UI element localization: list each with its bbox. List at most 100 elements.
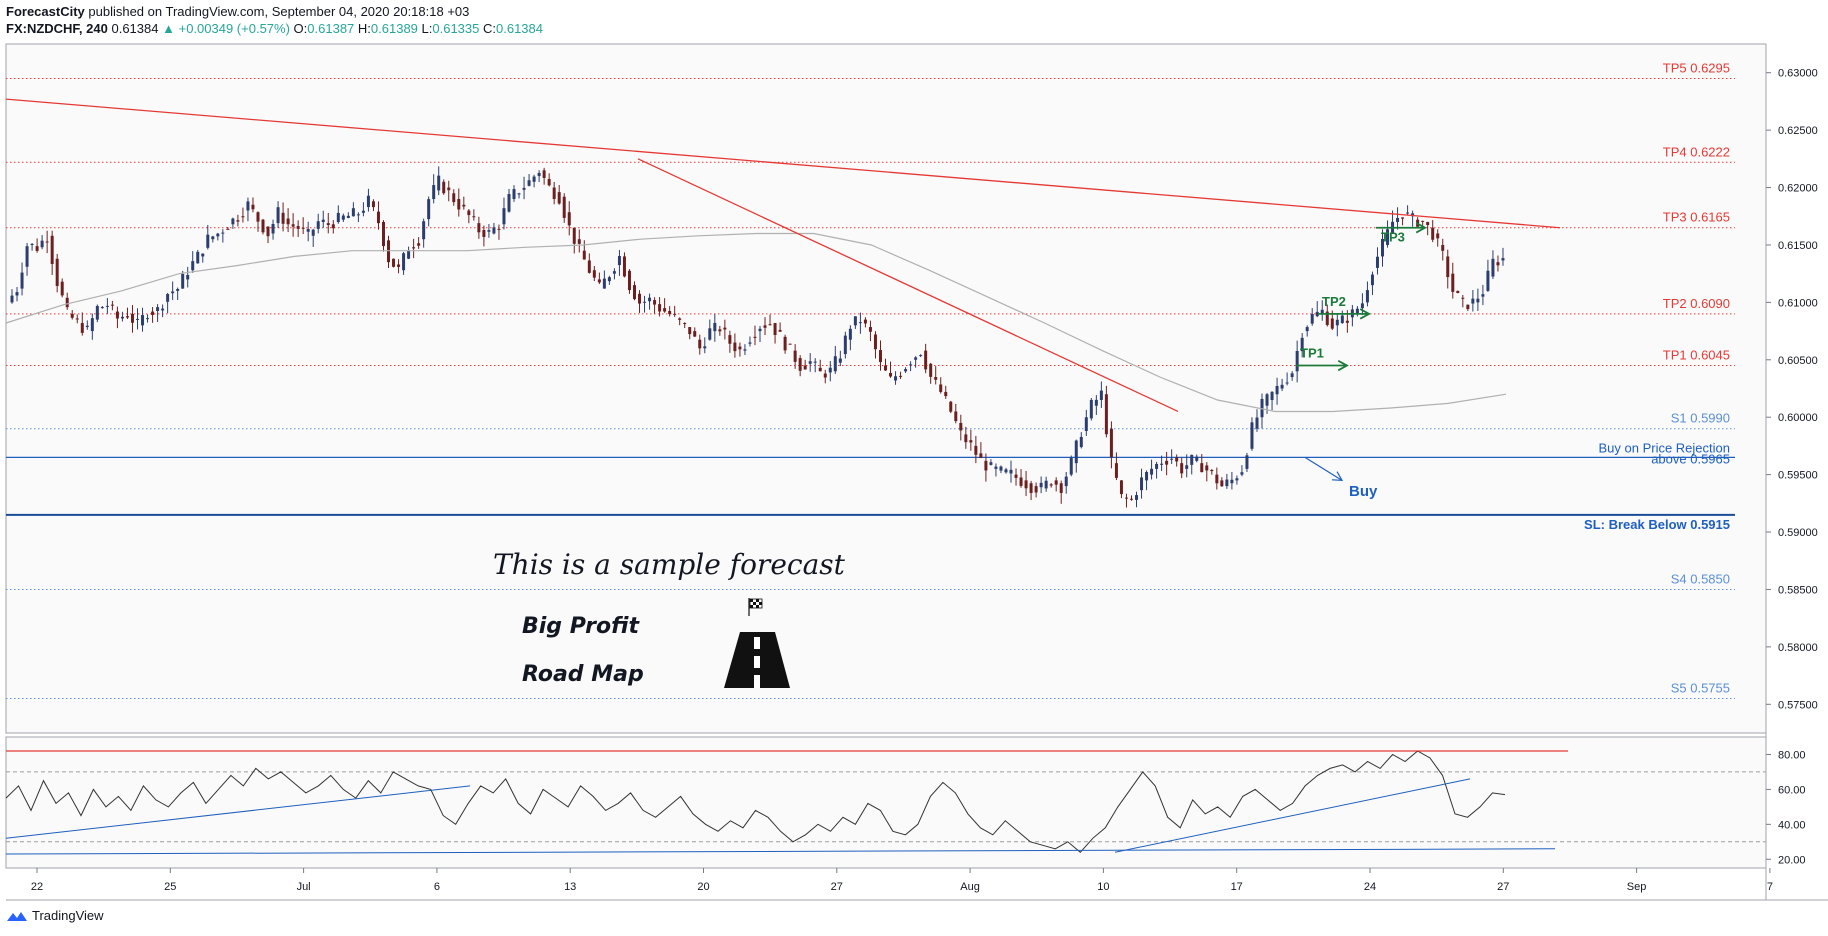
last-price: 0.61384 <box>111 21 159 36</box>
candle-body <box>1380 238 1384 257</box>
candle-body <box>728 335 732 344</box>
time-tick-label: 27 <box>1497 881 1509 893</box>
symbol-label: FX:NZDCHF, 240 <box>6 21 108 36</box>
candle-body <box>547 178 551 186</box>
candle-body <box>954 411 958 422</box>
candle-body <box>964 434 968 443</box>
candle-body <box>447 187 451 191</box>
road-icon <box>724 632 790 688</box>
rsi-pane[interactable] <box>5 736 1767 869</box>
candle-body <box>1059 483 1063 493</box>
time-tick-label: Jul <box>297 881 311 893</box>
high-value: 0.61389 <box>370 21 418 36</box>
candle-body <box>1104 394 1108 435</box>
candle-body <box>1069 457 1073 475</box>
candle-body <box>673 313 677 315</box>
candle-body <box>1064 476 1068 487</box>
candle-body <box>1446 256 1450 278</box>
time-tick-label: 22 <box>31 881 43 893</box>
time-tick-label: 24 <box>1364 881 1376 893</box>
candle-body <box>15 292 19 296</box>
tp1-annotation: TP1 <box>1300 346 1324 361</box>
candle-body <box>1039 482 1043 488</box>
tp2-arrow-head <box>1359 308 1371 320</box>
candle-body <box>467 210 471 216</box>
tp3-annotation: TP3 <box>1381 230 1405 245</box>
price-pane[interactable]: TP5 0.6295 TP4 0.6222 TP3 0.6165 TP2 0.6090… <box>5 43 1767 734</box>
candle-body <box>1135 495 1139 500</box>
candle-body <box>813 361 817 363</box>
candle-body <box>1004 469 1008 473</box>
price-change: +0.00349 (+0.57%) <box>178 21 290 36</box>
candle-body <box>1215 474 1219 484</box>
candle-body <box>1335 319 1339 326</box>
candle-body <box>20 272 24 289</box>
candle-body <box>718 329 722 332</box>
candle-body <box>291 224 295 227</box>
candle-body <box>994 466 998 469</box>
candle-body <box>35 246 39 251</box>
flag-square <box>756 599 759 602</box>
candle-body <box>1426 221 1430 226</box>
price-tick-label: 0.63000 <box>1778 68 1818 80</box>
candle-body <box>592 270 596 278</box>
candle-body <box>984 460 988 471</box>
candle-body <box>1270 391 1274 400</box>
candle-body <box>557 192 561 204</box>
candle-body <box>863 319 867 324</box>
candle-body <box>512 189 516 200</box>
price-tick-label: 0.60000 <box>1778 412 1818 424</box>
price-tick-label: 0.59000 <box>1778 527 1818 539</box>
candle-body <box>1476 298 1480 303</box>
rsi-pane-bg <box>5 736 1767 869</box>
candle-body <box>1074 440 1078 464</box>
tp3-arrow-head <box>1415 222 1427 234</box>
level-label: TP3 0.6165 <box>1663 210 1730 225</box>
candle-body <box>638 293 642 304</box>
candle-body <box>894 376 898 381</box>
footer-brand[interactable]: TradingView <box>6 908 104 923</box>
publisher-name[interactable]: ForecastCity <box>6 4 85 19</box>
candle-body <box>914 357 918 360</box>
candle-body <box>1024 480 1028 489</box>
candle-body <box>55 258 59 286</box>
candle-body <box>1386 229 1390 245</box>
candle-body <box>226 228 230 230</box>
candle-body <box>974 445 978 455</box>
candle-body <box>1029 483 1033 493</box>
candle-body <box>1436 233 1440 239</box>
candle-body <box>25 246 29 267</box>
stop-loss-label: SL: Break Below 0.5915 <box>1584 517 1730 532</box>
candle-body <box>1230 479 1234 484</box>
candle-body <box>924 350 928 370</box>
level-label: TP5 0.6295 <box>1663 60 1730 75</box>
road-map-text: Road Map <box>522 662 644 687</box>
candle-body <box>361 210 365 213</box>
price-pane-bg <box>5 43 1767 734</box>
rsi-trendline-2 <box>5 848 1556 855</box>
candle-body <box>1310 314 1314 324</box>
candle-body <box>176 289 180 291</box>
candle-body <box>196 251 200 264</box>
candle-body <box>271 223 275 234</box>
candle-body <box>30 243 34 245</box>
candle-body <box>884 365 888 371</box>
candle-body <box>1240 472 1244 475</box>
candle-body <box>738 346 742 350</box>
candle-body <box>462 204 466 207</box>
candle-body <box>75 318 79 320</box>
candle-body <box>146 318 150 320</box>
candle-body <box>407 251 411 259</box>
candle-body <box>587 260 591 273</box>
candle-body <box>803 365 807 370</box>
candle-body <box>703 346 707 349</box>
candle-body <box>151 311 155 315</box>
candle-body <box>286 218 290 225</box>
close-value: 0.61384 <box>496 21 543 36</box>
candle-body <box>753 336 757 338</box>
candle-body <box>482 230 486 237</box>
buy-arrow <box>1304 456 1343 481</box>
candle-body <box>281 212 285 224</box>
brand-text: TradingView <box>32 908 104 923</box>
